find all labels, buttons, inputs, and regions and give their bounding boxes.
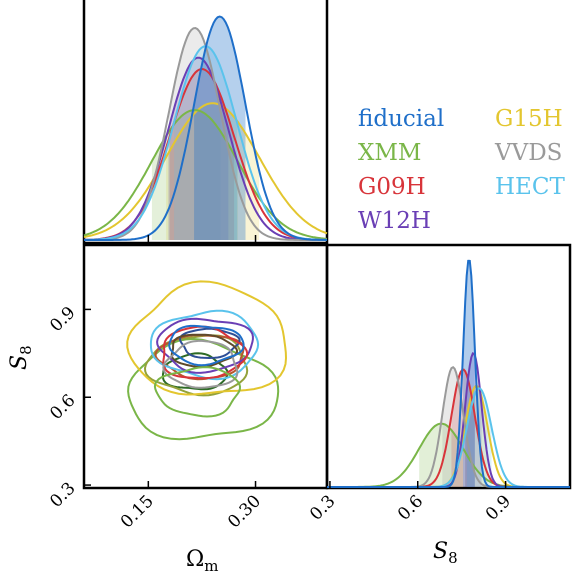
contour-extra-3 — [178, 327, 241, 360]
contour-68-fiducial — [168, 324, 245, 367]
omega-m-marginal-panel-frame — [82, 0, 329, 245]
x-axis-label-s8: S8 — [433, 539, 458, 567]
contour-extra-0 — [161, 352, 229, 391]
x-axis-label-omega-m: Ωm — [186, 547, 218, 575]
s8-y-tick-label: 0.6 — [46, 391, 79, 424]
omega-m-fill-fiducial — [194, 16, 246, 240]
y-axis-label-s8: S8 — [7, 345, 35, 370]
contours — [126, 280, 288, 441]
contour-68-vvds — [162, 339, 239, 389]
legend-entry-vvds: VVDS — [494, 140, 562, 166]
legend-entry-w12h: W12H — [358, 208, 431, 234]
legend-entry-xmm: XMM — [358, 140, 421, 166]
legend-entry-g15h: G15H — [495, 106, 563, 132]
contour-68-hect — [149, 309, 260, 381]
omega-m-tick-label: 0.30 — [224, 491, 265, 532]
s8-y-tick-label: 0.9 — [46, 303, 79, 336]
legend-entry-fiducial: fiducial — [358, 106, 444, 132]
contour-68-g09h — [162, 325, 249, 380]
omega-m-tick-label: 0.15 — [117, 491, 158, 532]
s8-x-tick-label: 0.3 — [306, 491, 339, 524]
s8-x-tick-label: 0.6 — [394, 491, 427, 524]
legend-entry-hect: HECT — [495, 174, 565, 200]
s8-curves — [327, 259, 570, 488]
omega-m-curve-xmm — [83, 109, 328, 240]
legend-entry-g09h: G09H — [358, 174, 426, 200]
omega-m-curve-fiducial — [84, 15, 328, 241]
contour-extra-4 — [170, 333, 238, 369]
omega-m-curves — [83, 15, 328, 241]
omega-m-curve-g15h — [83, 102, 328, 238]
s8-y-tick-label: 0.3 — [46, 478, 79, 511]
s8-x-tick-label: 0.9 — [482, 491, 515, 524]
omega-m-curve-w12h — [83, 56, 327, 241]
contour-68-xmm — [153, 366, 242, 418]
contour-68-w12h — [156, 317, 254, 374]
contour-68-g15h — [126, 280, 288, 396]
s8-curve-fiducial — [327, 259, 570, 488]
s8-marginal-panel-frame — [325, 243, 572, 490]
legend: fiducial XMM G09H W12H G15H VVDS HECT — [358, 106, 565, 234]
omega-m-fill-g15h — [166, 103, 260, 240]
contour-extra-2 — [154, 334, 245, 381]
s8-fill-xmm — [419, 423, 464, 487]
